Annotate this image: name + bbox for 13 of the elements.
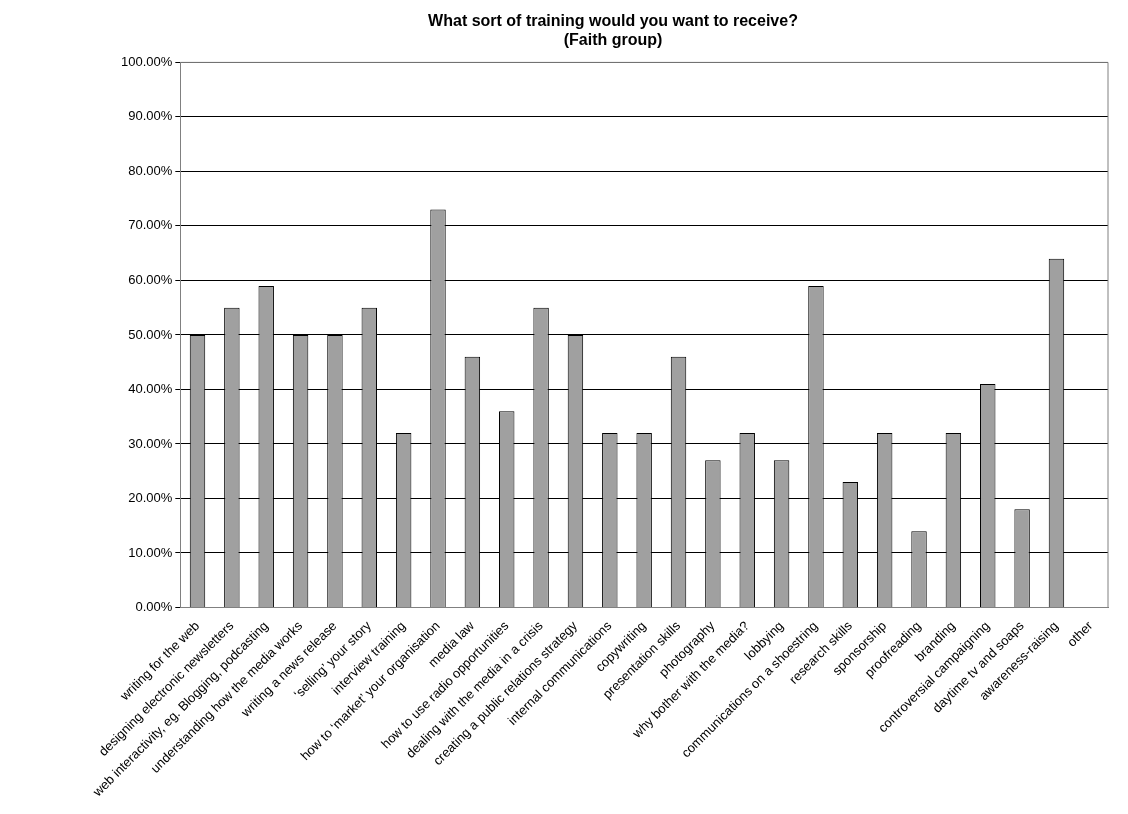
chart-title: What sort of training would you want to receive?	[428, 12, 798, 30]
y-tick-label: 100.00%	[120, 53, 173, 69]
y-tick-label: 0.00%	[135, 599, 173, 615]
y-tick-label: 70.00%	[128, 217, 173, 233]
y-tick-label: 80.00%	[128, 162, 173, 178]
y-tick-label: 50.00%	[128, 326, 173, 342]
y-tick-label: 30.00%	[128, 435, 173, 451]
y-tick-label: 90.00%	[128, 108, 173, 124]
y-tick-label: 60.00%	[128, 272, 173, 288]
y-tick-label: 40.00%	[128, 381, 173, 397]
y-tick-label: 20.00%	[128, 490, 173, 506]
y-tick-label: 10.00%	[128, 544, 173, 560]
chart-subtitle: (Faith group)	[563, 31, 663, 49]
